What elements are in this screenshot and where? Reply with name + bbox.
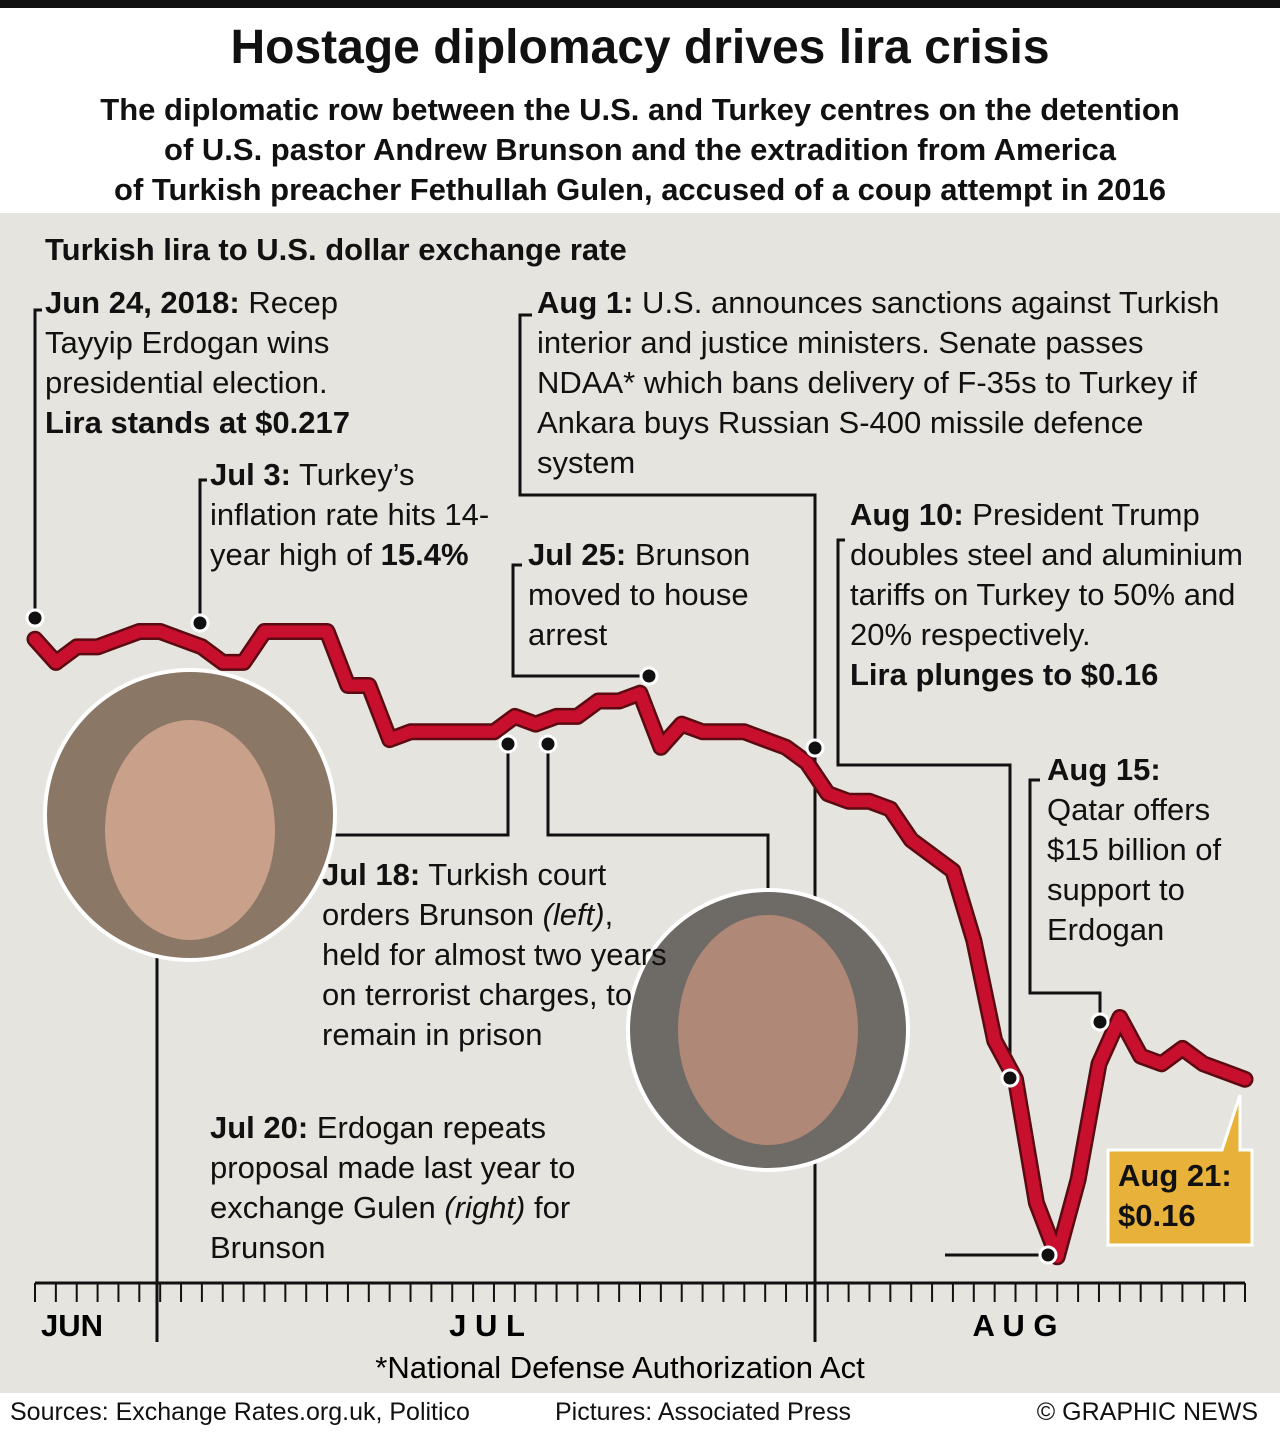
event-dot	[1038, 1245, 1058, 1265]
ann-date: Jul 18:	[322, 857, 421, 892]
annotation: Jul 3: Turkey’s inflation rate hits 14-y…	[210, 455, 490, 575]
line	[29, 625, 1251, 1263]
photo-face	[678, 915, 858, 1145]
ann-text: U.S. announces sanctions against Turkish…	[537, 285, 1220, 480]
subtitle-line: of Turkish preacher Fethullah Gulen, acc…	[114, 172, 1166, 207]
event-dot	[498, 734, 518, 754]
callout-box	[1106, 1094, 1254, 1247]
ann-text: for Brunson	[210, 1190, 571, 1265]
subtitle-line: of U.S. pastor Andrew Brunson and the ex…	[164, 132, 1116, 167]
leader	[511, 563, 649, 678]
leader	[333, 744, 510, 837]
photo-face	[105, 720, 275, 940]
ann-text: , held for almost two years on terrorist…	[322, 897, 667, 1052]
event-dot	[1000, 1068, 1020, 1088]
ann-bold: Lira stands at $0.217	[45, 405, 350, 440]
leader	[836, 538, 1012, 1078]
leader	[198, 478, 207, 623]
annotation: Aug 15: Qatar offers $15 billion of suppo…	[1047, 750, 1247, 950]
month-label: A U G	[973, 1308, 1058, 1343]
event-dot	[639, 666, 659, 686]
ann-bold: 15.4%	[380, 537, 469, 572]
ann-date: Jul 25:	[528, 537, 627, 572]
ann-date: Jul 20:	[210, 1110, 309, 1145]
top-bar	[0, 0, 1280, 8]
ann-italic: (right)	[444, 1190, 526, 1225]
sources: Sources: Exchange Rates.org.uk, Politico	[10, 1398, 470, 1426]
month-label: J U L	[449, 1308, 525, 1343]
month-label: JUN	[41, 1308, 103, 1343]
event-dot	[805, 738, 825, 758]
ann-text: Turkey’s inflation rate hits 14-year hig…	[210, 457, 490, 572]
ann-bold: Lira plunges to $0.16	[850, 657, 1159, 692]
ann-date: Aug 15:	[1047, 752, 1161, 787]
footnote: *National Defense Authorization Act	[375, 1350, 865, 1385]
annotation: Jul 18: Turkish court orders Brunson (le…	[322, 855, 667, 1055]
callout-value: $0.16	[1118, 1198, 1196, 1233]
leader	[546, 744, 770, 890]
subtitle-line: The diplomatic row between the U.S. and …	[100, 92, 1180, 127]
ann-text: Erdogan repeats proposal made last year …	[210, 1110, 576, 1225]
ann-text: President Trump doubles steel and alumin…	[850, 497, 1243, 652]
annotation: Jun 24, 2018: Recep Tayyip Erdogan wins …	[45, 283, 415, 443]
event-dot	[190, 613, 210, 633]
leader	[518, 313, 817, 748]
pictures: Pictures: Associated Press	[555, 1398, 851, 1426]
annotation: Jul 25: Brunson moved to house arrest	[528, 535, 803, 655]
leader	[33, 308, 42, 618]
event-dot	[1090, 1012, 1110, 1032]
event-dot	[25, 608, 45, 628]
callout-date: Aug 21:	[1118, 1158, 1232, 1193]
ann-italic: (left)	[542, 897, 605, 932]
annotation: Aug 1: U.S. announces sanctions against …	[537, 283, 1227, 483]
ann-date: Jun 24, 2018:	[45, 285, 240, 320]
credit: © GRAPHIC NEWS	[1036, 1398, 1258, 1426]
subtitle: The diplomatic row between the U.S. and …	[0, 90, 1280, 210]
ann-date: Jul 3:	[210, 457, 291, 492]
annotation: Aug 10: President Trump doubles steel an…	[850, 495, 1250, 695]
ann-date: Aug 10:	[850, 497, 964, 532]
ann-date: Aug 1:	[537, 285, 634, 320]
title: Hostage diplomacy drives lira crisis	[230, 21, 1050, 74]
plot	[26, 623, 1254, 1302]
chart-title: Turkish lira to U.S. dollar exchange rat…	[45, 232, 627, 267]
event-dot	[538, 734, 558, 754]
leader	[1028, 778, 1102, 1022]
ann-text: Brunson moved to house arrest	[528, 537, 751, 652]
annotation: Jul 20: Erdogan repeats proposal made la…	[210, 1108, 630, 1268]
ann-text: Recep Tayyip Erdogan wins presidential e…	[45, 285, 338, 400]
ann-text: Qatar offers $15 billion of support to E…	[1047, 792, 1222, 947]
ann-text: Turkish court orders Brunson	[322, 857, 607, 932]
event-dots	[25, 608, 1110, 1265]
